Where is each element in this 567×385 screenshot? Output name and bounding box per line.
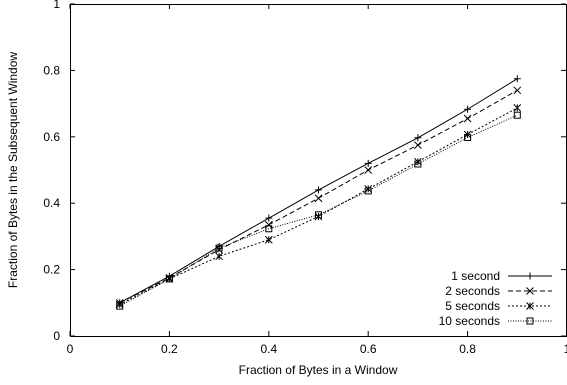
- data-point: [513, 111, 521, 119]
- star-mark: [526, 302, 534, 310]
- data-point: [414, 134, 422, 142]
- data-point: [414, 160, 422, 168]
- data-point: [513, 104, 522, 112]
- data-point: [116, 302, 124, 310]
- x-tick-label: 0.4: [260, 342, 277, 356]
- x-tick-label: 0: [67, 342, 74, 356]
- cross-mark: [364, 166, 373, 174]
- cross-mark: [513, 86, 522, 95]
- star-mark: [414, 157, 422, 166]
- legend-label: 10 seconds: [439, 314, 500, 328]
- plus-mark: [315, 186, 322, 194]
- cross-mark: [314, 194, 323, 203]
- cross-mark: [414, 141, 422, 149]
- y-tick-label: 0.8: [43, 63, 60, 77]
- data-point: [314, 212, 323, 221]
- square-mark: [464, 133, 472, 141]
- legend-marker: [526, 272, 534, 280]
- plus-mark: [513, 75, 521, 83]
- data-point: [513, 75, 521, 83]
- data-point: [513, 86, 522, 95]
- square-mark: [215, 244, 223, 252]
- data-point: [264, 220, 273, 229]
- y-tick-label: 0: [53, 329, 60, 343]
- star-mark: [165, 275, 174, 283]
- data-point: [364, 159, 372, 167]
- plus-mark: [364, 159, 372, 167]
- legend-marker: [526, 302, 534, 310]
- data-point: [315, 211, 322, 219]
- axes: 0 0.2 0.4 0.6 0.8 1 0 0.2 0.4 0.6 0.8 1: [43, 0, 567, 356]
- legend-label: 2 seconds: [445, 284, 500, 298]
- data-point: [264, 235, 273, 244]
- data-point: [265, 225, 273, 233]
- x-tick-label: 0.2: [161, 342, 178, 356]
- data-point: [315, 186, 322, 194]
- data-point: [165, 275, 174, 283]
- series-3: [115, 104, 522, 309]
- y-tick-label: 1: [53, 0, 60, 11]
- data-point: [215, 252, 223, 261]
- plus-mark: [464, 105, 472, 113]
- star-mark: [215, 252, 223, 261]
- legend-label: 5 seconds: [445, 299, 500, 313]
- data-point: [364, 166, 373, 174]
- data-point: [215, 242, 223, 250]
- plus-mark: [215, 242, 223, 250]
- star-mark: [513, 104, 522, 112]
- data-point: [463, 114, 472, 123]
- cross-mark: [264, 220, 273, 229]
- data-point: [165, 275, 173, 283]
- data-point: [464, 105, 472, 113]
- square-mark: [265, 225, 273, 233]
- data-point: [364, 187, 372, 195]
- cross-mark: [526, 287, 534, 295]
- plus-mark: [526, 272, 534, 280]
- legend-marker: [526, 287, 534, 295]
- star-mark: [264, 235, 273, 244]
- x-tick-label: 0.6: [360, 342, 377, 356]
- square-mark: [526, 317, 534, 325]
- data-point: [115, 300, 124, 309]
- star-mark: [115, 300, 124, 309]
- data-point: [414, 141, 422, 149]
- square-mark: [315, 211, 322, 219]
- series-layer: [115, 75, 522, 310]
- data-point: [414, 157, 422, 166]
- square-mark: [364, 187, 372, 195]
- legend-label: 1 second: [451, 269, 500, 283]
- series-line: [119, 114, 518, 307]
- square-mark: [414, 160, 422, 168]
- y-tick-label: 0.2: [43, 263, 60, 277]
- cross-mark: [463, 114, 472, 123]
- legend-marker: [526, 317, 534, 325]
- data-point: [314, 194, 323, 203]
- plus-mark: [265, 214, 273, 222]
- x-tick-label: 1: [564, 342, 567, 356]
- y-axis-label: Fraction of Bytes in the Subsequent Wind…: [6, 52, 20, 288]
- series-4: [116, 111, 521, 310]
- star-mark: [314, 212, 323, 221]
- square-mark: [116, 302, 124, 310]
- square-mark: [513, 111, 521, 119]
- data-point: [265, 214, 273, 222]
- square-mark: [165, 275, 173, 283]
- plus-mark: [414, 134, 422, 142]
- x-axis-label: Fraction of Bytes in a Window: [239, 363, 398, 377]
- data-point: [464, 133, 472, 141]
- y-tick-label: 0.6: [43, 130, 60, 144]
- y-tick-label: 0.4: [43, 196, 60, 210]
- data-point: [215, 244, 223, 252]
- x-tick-label: 0.8: [459, 342, 476, 356]
